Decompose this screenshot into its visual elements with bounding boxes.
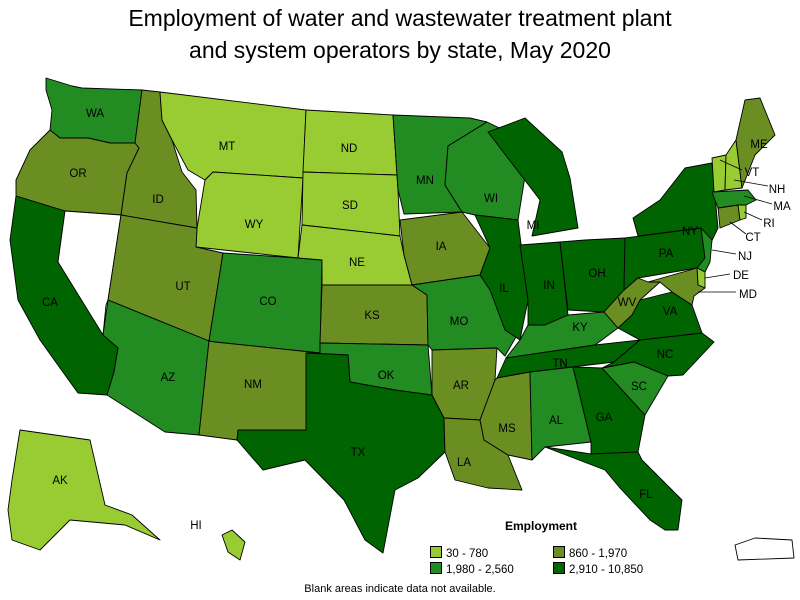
state-label-ny: NY	[682, 226, 698, 238]
state-label-ct: CT	[745, 232, 760, 244]
map-title: Employment of water and wastewater treat…	[0, 2, 800, 66]
state-mi	[487, 117, 579, 237]
state-label-ks: KS	[364, 310, 380, 322]
state-label-tn: TN	[552, 358, 567, 370]
state-wy	[195, 171, 304, 259]
state-label-wa: WA	[86, 108, 104, 120]
state-label-wv: WV	[618, 297, 637, 309]
state-label-co: CO	[259, 296, 276, 308]
map-title-line-2: and system operators by state, May 2020	[189, 37, 611, 63]
state-label-va: VA	[663, 306, 678, 318]
state-label-il: IL	[499, 283, 509, 295]
state-label-nm: NM	[244, 379, 262, 391]
map-title-line-1: Employment of water and wastewater treat…	[128, 5, 672, 31]
state-label-ia: IA	[436, 241, 447, 253]
legend-swatch	[553, 546, 565, 558]
state-label-mi: MI	[527, 220, 540, 232]
state-label-or: OR	[69, 168, 86, 180]
state-vt	[711, 154, 727, 193]
state-label-me: ME	[750, 139, 768, 151]
state-label-wy: WY	[245, 219, 264, 231]
state-fl	[544, 446, 683, 531]
leader-line-vt	[719, 159, 743, 171]
state-label-ar: AR	[453, 380, 469, 392]
state-label-id: ID	[152, 194, 164, 206]
legend-swatch	[430, 562, 442, 574]
legend-label: 1,980 - 2,560	[446, 564, 514, 576]
state-label-ky: KY	[572, 322, 588, 334]
state-label-ne: NE	[349, 257, 365, 269]
legend-label: 860 - 1,970	[569, 548, 628, 560]
state-mt	[159, 91, 307, 181]
state-label-nc: NC	[657, 349, 674, 361]
leader-line-ma	[743, 195, 773, 205]
legend-swatch	[553, 562, 565, 574]
leader-line-nj	[711, 249, 737, 255]
state-label-ri: RI	[763, 218, 775, 230]
state-md	[647, 267, 706, 306]
leader-line-ri	[743, 211, 763, 221]
state-hi	[221, 529, 246, 561]
footnote: Blank areas indicate data not available.	[304, 583, 496, 595]
state-tx	[236, 352, 446, 554]
state-label-mt: MT	[219, 141, 236, 153]
legend-swatch	[430, 546, 442, 558]
legend-item-30-780: 30 - 780	[430, 546, 488, 560]
state-label-oh: OH	[588, 268, 605, 280]
state-label-in: IN	[543, 280, 555, 292]
state-label-pa: PA	[659, 248, 674, 260]
state-label-ga: GA	[596, 412, 613, 424]
state-label-ms: MS	[498, 423, 516, 435]
state-label-nd: ND	[341, 143, 358, 155]
state-al	[529, 366, 592, 461]
state-label-tx: TX	[351, 447, 366, 459]
state-label-nh: NH	[769, 184, 786, 196]
state-ak	[7, 429, 161, 551]
state-label-wi: WI	[484, 193, 498, 205]
state-ct	[717, 204, 741, 229]
state-label-ut: UT	[175, 281, 190, 293]
state-label-ok: OK	[378, 370, 395, 382]
state-label-sc: SC	[631, 381, 647, 393]
state-label-ca: CA	[42, 297, 58, 309]
leader-line-ct	[729, 221, 747, 235]
state-label-az: AZ	[161, 372, 176, 384]
leader-line-de	[704, 273, 731, 279]
state-label-nj: NJ	[738, 251, 752, 263]
state-label-vt: VT	[745, 167, 760, 179]
state-label-ak: AK	[52, 475, 68, 487]
state-label-mo: MO	[450, 316, 469, 328]
legend-label: 2,910 - 10,850	[569, 564, 644, 576]
state-ma	[711, 189, 757, 209]
legend-title: Employment	[505, 519, 578, 533]
state-pr	[734, 537, 795, 561]
state-label-de: DE	[733, 270, 749, 282]
state-me	[735, 97, 776, 189]
state-sd	[301, 171, 401, 237]
state-label-la: LA	[457, 457, 471, 469]
leader-line-nh	[733, 179, 769, 187]
state-label-mn: MN	[416, 175, 434, 187]
state-label-al: AL	[549, 415, 564, 427]
state-label-hi: HI	[190, 520, 202, 532]
state-label-ma: MA	[773, 201, 791, 213]
legend-item-860-1970: 860 - 1,970	[553, 546, 627, 560]
state-label-fl: FL	[639, 489, 653, 501]
legend-item-1980-2560: 1,980 - 2,560	[430, 562, 514, 576]
legend-item-2910-10850: 2,910 - 10,850	[553, 562, 643, 576]
state-ny	[632, 162, 719, 256]
state-label-sd: SD	[342, 200, 358, 212]
legend-label: 30 - 780	[446, 548, 489, 560]
state-label-md: MD	[739, 289, 757, 301]
